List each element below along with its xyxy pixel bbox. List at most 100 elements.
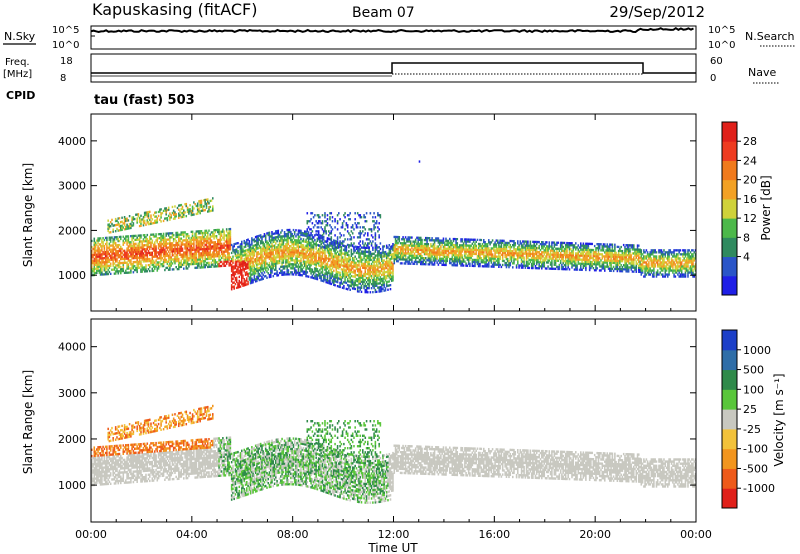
heatmap-cell [350,264,353,268]
heatmap-cell [333,255,335,258]
heatmap-cell [480,246,483,250]
heatmap-cell [496,263,499,266]
heatmap-cell [301,244,304,247]
heatmap-cell [483,241,485,244]
heatmap-cell [456,238,459,241]
heatmap-cell [130,245,132,248]
heatmap-cell [356,280,359,283]
heatmap-cell [178,212,180,215]
heatmap-cell [336,274,339,278]
heatmap-cell [130,269,132,272]
heatmap-cell [179,214,181,217]
heatmap-cell [116,260,118,263]
heatmap-cell [223,262,225,265]
heatmap-cell [143,244,146,247]
heatmap-cell [109,236,112,239]
heatmap-cell [330,270,333,274]
heatmap-cell [472,240,475,243]
heatmap-cell [416,256,418,260]
heatmap-cell [195,256,198,259]
heatmap-cell [407,260,409,263]
heatmap-cell [425,236,427,240]
heatmap-cell [353,228,355,231]
heatmap-cell [150,220,152,223]
heatmap-cell [120,235,122,239]
heatmap-cell [233,275,235,278]
heatmap-cell [185,204,188,208]
heatmap-cell [235,270,238,273]
heatmap-cell [271,261,273,264]
heatmap-cell [138,220,141,224]
heatmap-cell [443,253,446,257]
heatmap-cell [389,265,392,269]
heatmap-cell [377,278,379,281]
heatmap-cell [397,235,399,239]
heatmap-cell [392,273,394,276]
heatmap-cell [186,249,189,252]
heatmap-cell [374,226,377,229]
heatmap-cell [355,277,358,281]
heatmap-cell [350,242,353,245]
heatmap-cell [219,248,222,252]
heatmap-cell [102,259,104,262]
heatmap-cell [477,263,480,266]
heatmap-cell [368,283,370,286]
heatmap-cell [368,252,370,256]
heatmap-cell [411,236,413,239]
heatmap-cell [215,249,218,252]
heatmap-cell [451,243,454,247]
heatmap-cell [93,237,96,240]
heatmap-cell [354,261,356,264]
heatmap-cell [125,235,127,238]
heatmap-cell [270,235,272,238]
heatmap-cell [293,263,296,266]
heatmap-cell [165,238,167,241]
heatmap-cell [180,259,183,262]
heatmap-cell [321,263,324,266]
heatmap-cell [491,239,494,242]
heatmap-cell [369,272,372,276]
heatmap-cell [277,274,280,277]
heatmap-cell [98,253,101,256]
heatmap-cell [310,258,312,261]
heatmap-cell [230,270,233,273]
heatmap-cell [132,242,135,246]
heatmap-cell [379,253,382,257]
heatmap-cell [217,240,219,244]
heatmap-cell [248,250,251,253]
heatmap-cell [472,248,475,252]
heatmap-cell [414,240,417,243]
heatmap-cell [246,273,248,276]
heatmap-cell [136,238,138,241]
heatmap-cell [402,258,404,261]
heatmap-cell [391,247,393,250]
heatmap-cell [242,264,244,267]
heatmap-cell [403,240,406,243]
heatmap-cell [169,236,171,239]
heatmap-cell [140,256,142,259]
heatmap-cell [98,247,101,250]
heatmap-cell [467,246,470,249]
heatmap-cell [186,245,189,248]
heatmap-cell [389,257,392,261]
heatmap-cell [172,254,175,257]
heatmap-cell [237,272,239,275]
heatmap-cell [335,262,338,265]
heatmap-cell [396,252,398,255]
heatmap-cell [185,247,188,250]
heatmap-cell [254,243,257,247]
heatmap-cell [198,250,200,253]
heatmap-cell [96,257,98,260]
heatmap-cell [142,246,145,249]
heatmap-cell [367,232,369,235]
heatmap-cell [185,267,188,270]
heatmap-cell [248,244,251,247]
heatmap-cell [336,258,339,262]
heatmap-cell [409,244,412,247]
heatmap-cell [161,265,164,268]
heatmap-cell [450,262,452,265]
heatmap-cell [418,254,421,258]
heatmap-cell [96,259,98,262]
heatmap-cell [335,276,338,279]
heatmap-cell [488,239,490,242]
